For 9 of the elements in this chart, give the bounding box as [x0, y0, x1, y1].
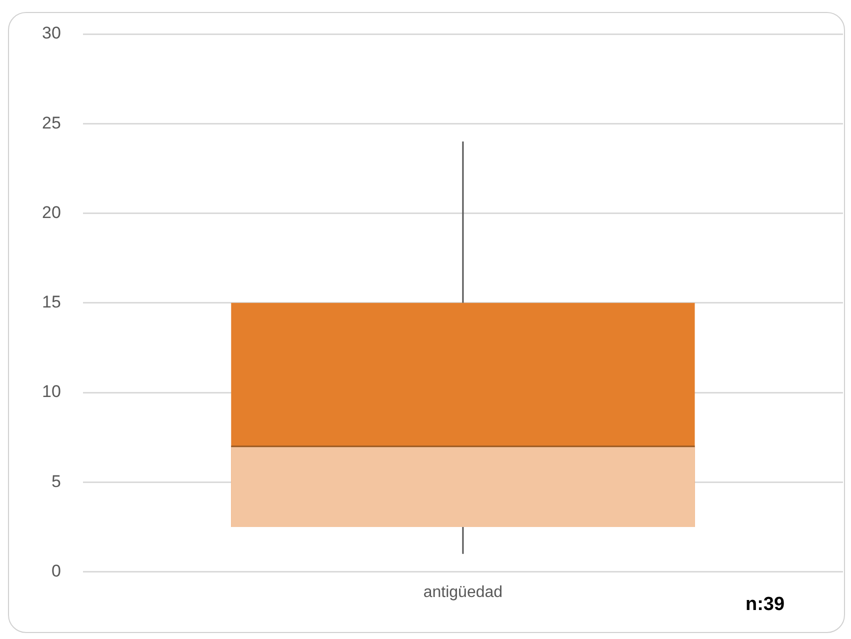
- text: n:39: [745, 594, 785, 616]
- y-tick-label: 25: [42, 113, 61, 132]
- y-tick-label: 20: [42, 202, 61, 222]
- x-tick-label: antigüedad: [423, 584, 503, 601]
- y-tick-label: 30: [42, 24, 61, 43]
- y-tick-label: 5: [51, 472, 61, 491]
- y-tick-label: 10: [42, 382, 61, 402]
- y-tick-label: 15: [42, 292, 61, 312]
- y-tick-label: 0: [51, 561, 61, 580]
